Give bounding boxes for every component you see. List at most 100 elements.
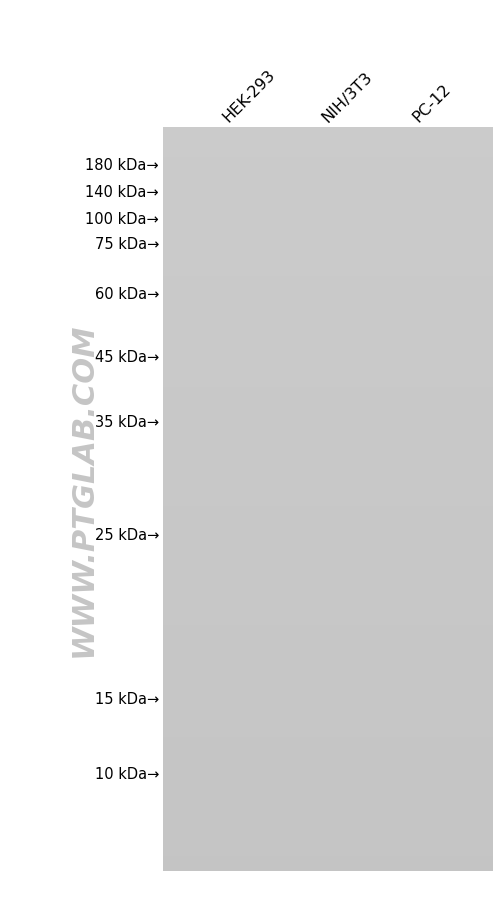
Text: 35 kDa→: 35 kDa→ xyxy=(95,415,159,430)
Bar xyxy=(163,179,493,188)
Bar xyxy=(163,849,493,856)
Bar xyxy=(163,796,493,805)
Bar xyxy=(163,195,493,202)
Bar xyxy=(163,344,493,351)
Bar xyxy=(163,447,493,455)
Bar xyxy=(163,611,493,619)
Bar xyxy=(163,826,493,833)
Bar xyxy=(163,700,493,707)
Bar xyxy=(163,745,493,752)
Bar xyxy=(163,663,493,670)
Bar xyxy=(163,188,493,195)
Bar xyxy=(163,775,493,782)
Bar xyxy=(163,551,493,559)
Bar xyxy=(163,321,493,328)
Text: 15 kDa→: 15 kDa→ xyxy=(95,692,159,706)
Text: 75 kDa→: 75 kDa→ xyxy=(94,237,159,253)
Bar xyxy=(163,358,493,365)
Text: 60 kDa→: 60 kDa→ xyxy=(94,287,159,302)
Text: PC-12: PC-12 xyxy=(410,81,453,124)
Bar xyxy=(163,202,493,209)
Bar xyxy=(163,328,493,336)
Bar xyxy=(163,686,493,693)
Bar xyxy=(163,470,493,477)
Bar xyxy=(163,225,493,232)
Bar xyxy=(163,633,493,640)
Bar xyxy=(163,463,493,470)
Bar xyxy=(163,648,493,656)
Bar xyxy=(163,418,493,425)
Bar xyxy=(163,410,493,418)
Bar xyxy=(163,819,493,826)
Bar xyxy=(163,492,493,500)
Bar xyxy=(163,143,493,150)
Bar xyxy=(163,782,493,789)
Bar xyxy=(163,291,493,299)
Bar xyxy=(163,863,493,871)
Bar xyxy=(163,440,493,447)
Bar xyxy=(163,484,493,492)
Bar xyxy=(163,715,493,723)
Bar xyxy=(163,574,493,581)
Text: 180 kDa→: 180 kDa→ xyxy=(86,157,159,172)
Bar xyxy=(163,619,493,626)
Bar xyxy=(163,217,493,225)
Bar xyxy=(163,351,493,358)
Bar xyxy=(163,759,493,767)
Bar xyxy=(163,277,493,284)
Text: 140 kDa→: 140 kDa→ xyxy=(86,185,159,200)
Bar xyxy=(163,514,493,521)
Bar xyxy=(163,247,493,254)
Bar xyxy=(163,135,493,143)
Bar xyxy=(163,730,493,737)
Bar xyxy=(163,395,493,403)
Bar xyxy=(163,232,493,239)
Bar xyxy=(163,693,493,700)
Bar xyxy=(163,537,493,544)
Bar xyxy=(163,856,493,863)
Bar xyxy=(163,723,493,730)
Bar xyxy=(163,477,493,484)
Text: 25 kDa→: 25 kDa→ xyxy=(94,528,159,543)
Bar xyxy=(163,559,493,566)
Bar xyxy=(163,737,493,745)
Bar xyxy=(163,455,493,463)
Bar xyxy=(163,677,493,686)
Bar xyxy=(163,388,493,395)
Bar xyxy=(163,656,493,663)
Bar xyxy=(163,314,493,321)
Bar xyxy=(163,833,493,842)
Bar xyxy=(163,626,493,633)
Bar xyxy=(163,172,493,179)
Bar xyxy=(163,381,493,388)
Bar xyxy=(163,544,493,551)
Text: 10 kDa→: 10 kDa→ xyxy=(94,767,159,782)
Bar xyxy=(163,299,493,306)
Bar xyxy=(163,284,493,291)
Bar xyxy=(163,521,493,529)
Bar xyxy=(163,603,493,611)
Bar xyxy=(163,767,493,775)
Text: WWW.PTGLAB.COM: WWW.PTGLAB.COM xyxy=(68,322,98,657)
Bar xyxy=(163,640,493,648)
Bar xyxy=(163,752,493,759)
Bar xyxy=(163,596,493,603)
Bar xyxy=(163,403,493,410)
Bar xyxy=(163,306,493,314)
Text: NIH/3T3: NIH/3T3 xyxy=(320,69,376,124)
Bar xyxy=(163,158,493,165)
Bar xyxy=(163,589,493,596)
Bar xyxy=(163,500,493,507)
Bar xyxy=(163,150,493,158)
Bar xyxy=(163,507,493,514)
Bar xyxy=(163,805,493,812)
Bar xyxy=(163,262,493,269)
Bar xyxy=(163,789,493,796)
Bar xyxy=(163,842,493,849)
Text: 45 kDa→: 45 kDa→ xyxy=(95,350,159,365)
Bar xyxy=(163,365,493,373)
Bar xyxy=(163,254,493,262)
Bar xyxy=(163,128,493,135)
Bar xyxy=(163,239,493,247)
Bar xyxy=(163,566,493,574)
